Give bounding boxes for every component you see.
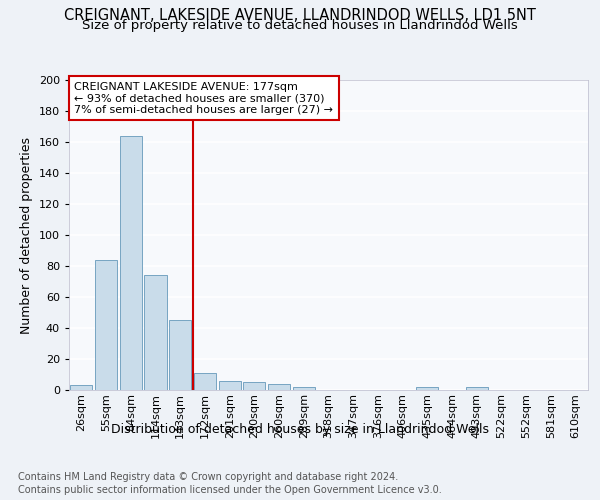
Bar <box>243 382 265 390</box>
Bar <box>466 387 488 390</box>
Text: Distribution of detached houses by size in Llandrindod Wells: Distribution of detached houses by size … <box>111 422 489 436</box>
Text: CREIGNANT, LAKESIDE AVENUE, LLANDRINDOD WELLS, LD1 5NT: CREIGNANT, LAKESIDE AVENUE, LLANDRINDOD … <box>64 8 536 22</box>
Text: Contains HM Land Registry data © Crown copyright and database right 2024.: Contains HM Land Registry data © Crown c… <box>18 472 398 482</box>
Text: CREIGNANT LAKESIDE AVENUE: 177sqm
← 93% of detached houses are smaller (370)
7% : CREIGNANT LAKESIDE AVENUE: 177sqm ← 93% … <box>74 82 333 115</box>
Bar <box>119 136 142 390</box>
Bar <box>145 276 167 390</box>
Bar <box>169 320 191 390</box>
Bar <box>194 373 216 390</box>
Bar <box>70 386 92 390</box>
Bar <box>293 387 315 390</box>
Text: Size of property relative to detached houses in Llandrindod Wells: Size of property relative to detached ho… <box>82 19 518 32</box>
Text: Contains public sector information licensed under the Open Government Licence v3: Contains public sector information licen… <box>18 485 442 495</box>
Y-axis label: Number of detached properties: Number of detached properties <box>20 136 33 334</box>
Bar <box>268 384 290 390</box>
Bar <box>218 380 241 390</box>
Bar <box>416 387 439 390</box>
Bar <box>95 260 117 390</box>
